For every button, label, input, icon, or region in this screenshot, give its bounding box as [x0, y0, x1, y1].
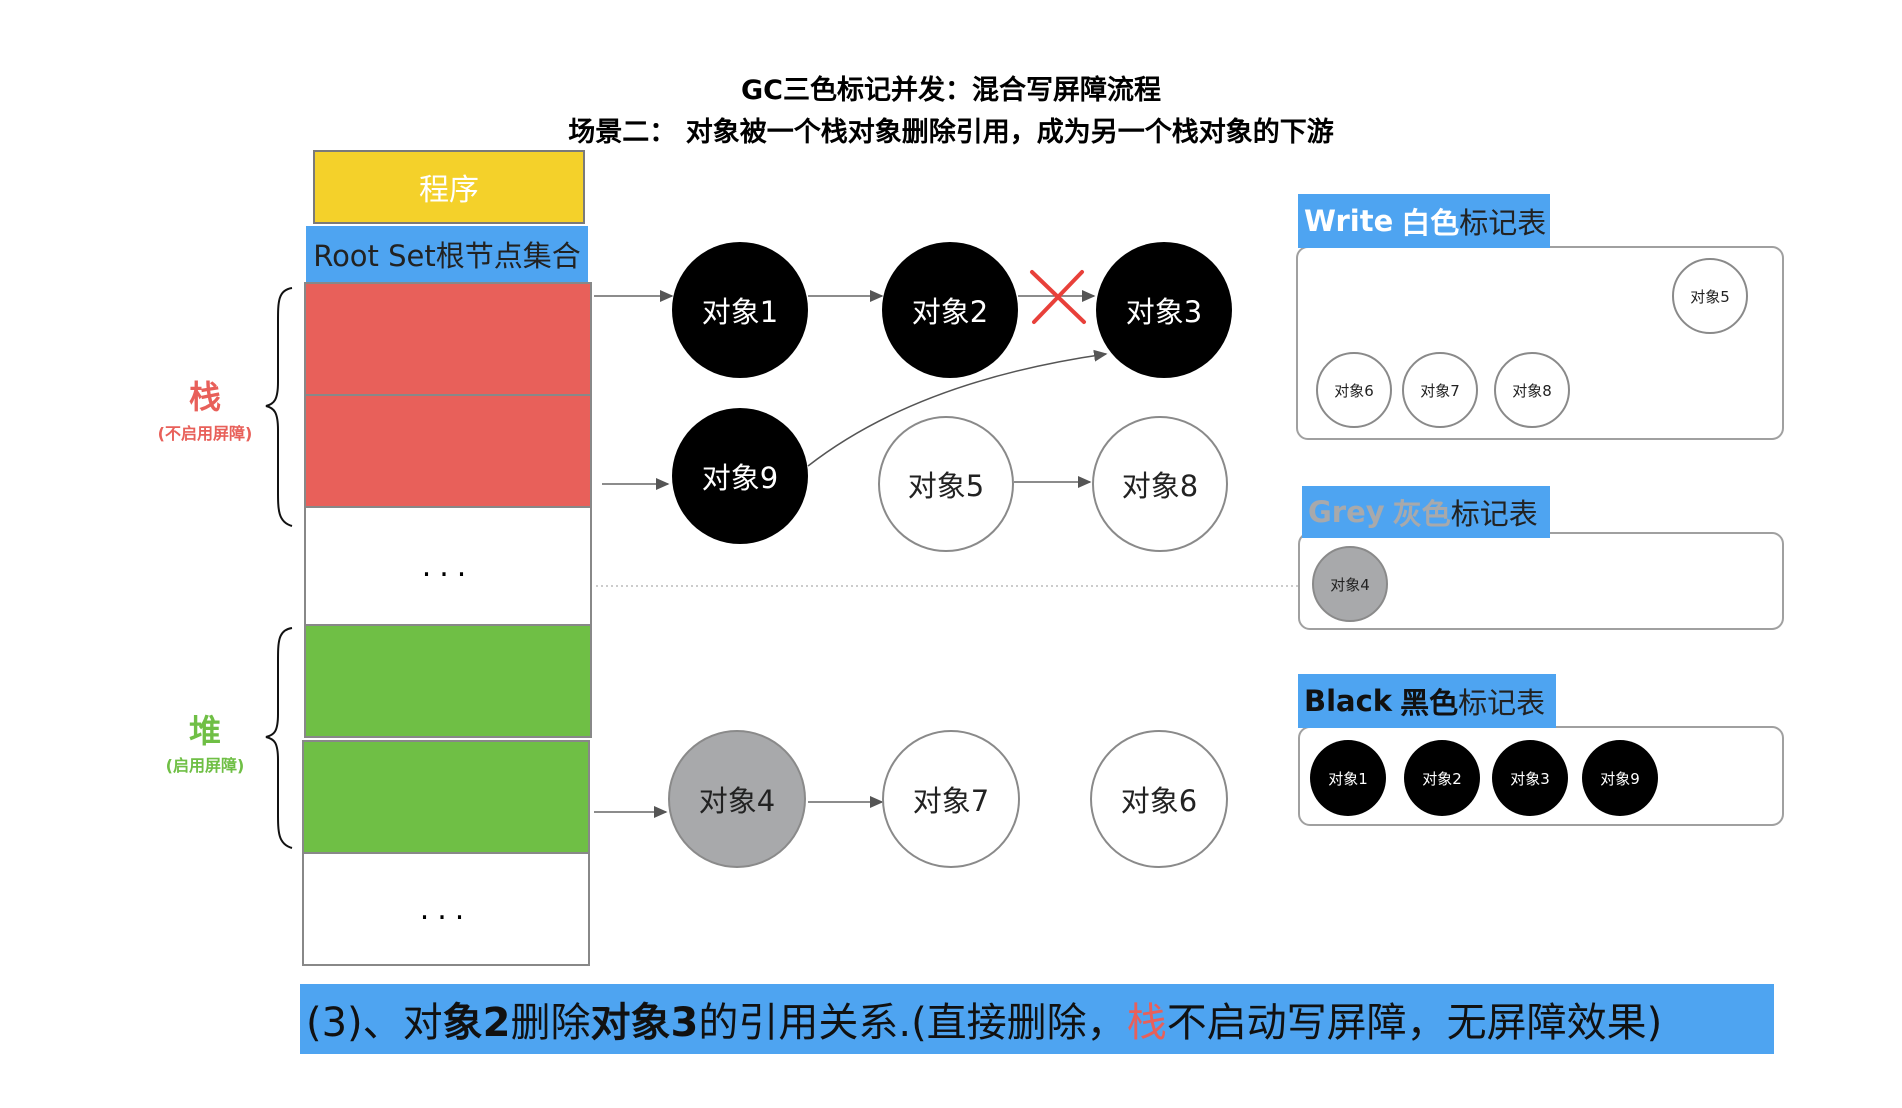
white-item-obj7: 对象7 [1402, 352, 1478, 428]
node-obj5: 对象5 [878, 416, 1014, 552]
heap-label: 堆 [188, 712, 221, 750]
white-item-obj5: 对象5 [1672, 258, 1748, 334]
white-item-obj6: 对象6 [1316, 352, 1392, 428]
white-table-title-suffix: 标记表 [1459, 206, 1547, 240]
diagram-title: GC三色标记并发：混合写屏障流程 [741, 75, 1161, 106]
white-table-title: Write 白色 标记表 [1298, 194, 1550, 248]
stack-cell-2 [304, 394, 592, 508]
diagram-subtitle: 场景二： 对象被一个栈对象删除引用，成为另一个栈对象的下游 [568, 117, 1334, 148]
stack-cell-ellipsis: ... [304, 506, 592, 626]
black-table-title-suffix: 标记表 [1458, 686, 1546, 720]
black-item-obj3: 对象3 [1492, 740, 1568, 816]
black-table-title-color: 黑色 [1400, 686, 1459, 720]
edge-obj9-obj3 [807, 349, 1108, 467]
caption-bold1: 象2 [442, 1000, 511, 1046]
black-item-obj2: 对象2 [1404, 740, 1480, 816]
program-box: 程序 [313, 150, 585, 224]
black-table-title: Black 黑色 标记表 [1298, 674, 1556, 728]
node-obj9: 对象9 [672, 408, 808, 544]
node-obj1: 对象1 [672, 242, 808, 378]
grey-table-title-color: 灰色 [1392, 497, 1451, 531]
heap-cell-1 [304, 624, 592, 738]
heap-sublabel: (启用屏障) [165, 756, 245, 775]
black-item-obj1: 对象1 [1310, 740, 1386, 816]
node-obj8: 对象8 [1092, 416, 1228, 552]
stack-sublabel: (不启用屏障) [157, 424, 253, 443]
rootset-label: Root Set根节点集合 [306, 226, 588, 282]
stack-label: 栈 [188, 378, 221, 416]
grey-table-title-suffix: 标记表 [1450, 497, 1538, 531]
caption-bold2: 对象3 [590, 1000, 699, 1046]
caption-part3: 的引用关系.(直接删除， [698, 1000, 1127, 1046]
heap-cell-2 [302, 740, 590, 854]
node-obj7: 对象7 [882, 730, 1020, 868]
white-table-title-color: 白色 [1401, 206, 1460, 240]
caption-part2: 删除 [510, 1000, 591, 1046]
grey-item-obj4: 对象4 [1312, 546, 1388, 622]
heap-cell-ellipsis: ... [302, 852, 590, 966]
node-obj4: 对象4 [668, 730, 806, 868]
caption-red: 栈 [1126, 1000, 1167, 1046]
caption-part1: (3)、对 [306, 1000, 443, 1046]
black-item-obj9: 对象9 [1582, 740, 1658, 816]
node-obj6: 对象6 [1090, 730, 1228, 868]
step-caption: (3)、对 象2 删除 对象3 的引用关系.(直接删除， 栈 不启动写屏障，无屏… [300, 984, 1774, 1054]
black-table-title-en: Black [1304, 684, 1393, 718]
grey-table-title-en: Grey [1308, 495, 1385, 529]
node-obj3: 对象3 [1096, 242, 1232, 378]
node-obj2: 对象2 [882, 242, 1018, 378]
stack-brace [265, 287, 293, 527]
delete-cross-icon [1030, 270, 1086, 324]
grey-table-title: Grey 灰色 标记表 [1302, 486, 1550, 538]
white-item-obj8: 对象8 [1494, 352, 1570, 428]
white-table-title-en: Write [1304, 204, 1394, 238]
caption-part4: 不启动写屏障，无屏障效果) [1166, 1000, 1663, 1046]
heap-brace [265, 627, 293, 849]
